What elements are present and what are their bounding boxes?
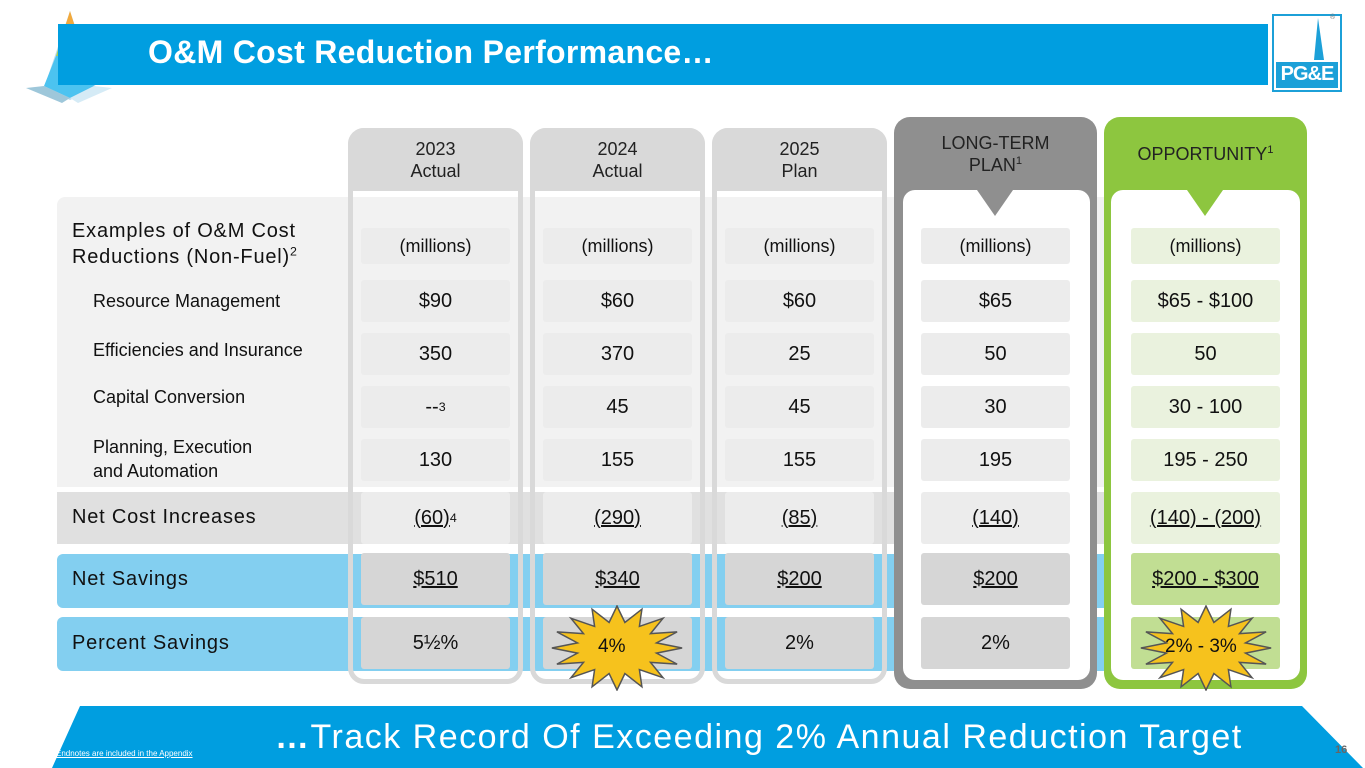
label-planning-line2: and Automation (93, 461, 219, 481)
cell-2023-capital: -- 3 (361, 386, 510, 428)
cell-2025-efficiencies: 25 (725, 333, 874, 375)
long-term-pointer-icon (977, 190, 1013, 216)
cell-2025-net-cost: (85) (725, 492, 874, 544)
logo-mark-icon (1276, 18, 1338, 88)
long-term-header: LONG-TERM PLAN1 (894, 117, 1097, 190)
cell-opportunity-efficiencies: 50 (1131, 333, 1280, 375)
cell-2024-units: (millions) (543, 228, 692, 264)
examples-label-line1: Examples of O&M Cost (72, 220, 296, 242)
cell-2024-net-cost: (290) (543, 492, 692, 544)
opportunity-header: OPPORTUNITY1 (1104, 117, 1307, 190)
opportunity-pointer-icon (1187, 190, 1223, 216)
long-term-footnote: 1 (1015, 154, 1023, 167)
label-planning: Planning, Execution and Automation (93, 435, 252, 483)
label-efficiencies-insurance: Efficiencies and Insurance (93, 340, 303, 360)
cell-longterm-efficiencies: 50 (921, 333, 1070, 375)
cell-opportunity-net-savings: $200 - $300 (1131, 553, 1280, 605)
label-capital-conversion: Capital Conversion (93, 387, 246, 407)
label-planning-line1: Planning, Execution (93, 437, 253, 457)
cell-2024-resource: $60 (543, 280, 692, 322)
cell-2024-efficiencies: 370 (543, 333, 692, 375)
cell-2024-net-savings: $340 (543, 553, 692, 605)
registered-mark: ® (1330, 14, 1336, 21)
cell-2023-efficiencies: 350 (361, 333, 510, 375)
cell-2024-capital: 45 (543, 386, 692, 428)
cell-opportunity-planning: 195 - 250 (1131, 439, 1280, 481)
footer-ellipsis: … (275, 718, 311, 756)
opportunity-footnote: 1 (1267, 143, 1274, 156)
examples-label: Examples of O&M Cost Reductions (Non-Fue… (72, 218, 298, 270)
label-net-savings: Net Savings (72, 568, 189, 590)
cell-opportunity-units: (millions) (1131, 228, 1280, 264)
column-2025-header-line2: Plan (781, 160, 818, 181)
column-2024-header-line1: 2024 (597, 138, 638, 159)
cell-longterm-net-cost: (140) (921, 492, 1070, 544)
long-term-header-line1: LONG-TERM (941, 132, 1050, 153)
column-2023-header-line2: Actual (410, 160, 461, 181)
cell-2025-units: (millions) (725, 228, 874, 264)
logo-text: PG&E (1280, 63, 1335, 85)
cell-longterm-net-savings: $200 (921, 553, 1070, 605)
cell-2023-resource: $90 (361, 280, 510, 322)
label-net-cost-increases: Net Cost Increases (72, 506, 257, 528)
footer-tagline-text: Track Record Of Exceeding 2% Annual Redu… (310, 718, 1243, 756)
cell-2024-planning: 155 (543, 439, 692, 481)
cell-2025-net-savings: $200 (725, 553, 874, 605)
endnotes-link[interactable]: Endnotes are included in the Appendix (56, 749, 193, 758)
cell-2023-capital-value: -- (425, 395, 439, 418)
label-resource-management: Resource Management (93, 291, 281, 311)
label-percent-savings: Percent Savings (72, 632, 230, 654)
column-2023-header-line1: 2023 (415, 138, 456, 159)
starburst-2024-icon (551, 605, 683, 691)
cell-longterm-capital: 30 (921, 386, 1070, 428)
column-2024-header-line2: Actual (592, 160, 643, 181)
cell-2023-net-cost: (60) 4 (361, 492, 510, 544)
cell-opportunity-percent: 2% - 3% (1165, 636, 1237, 657)
column-2023-header: 2023 Actual (348, 128, 523, 191)
cell-2023-net-savings: $510 (361, 553, 510, 605)
cell-2023-percent: 5½% (361, 617, 510, 669)
footer-banner (52, 706, 1363, 768)
footer-tagline: …Track Record Of Exceeding 2% Annual Red… (275, 718, 1243, 757)
cell-longterm-percent: 2% (921, 617, 1070, 669)
cell-2025-planning: 155 (725, 439, 874, 481)
long-term-header-line2: PLAN (968, 154, 1016, 175)
cell-opportunity-resource: $65 - $100 (1131, 280, 1280, 322)
column-2024-header: 2024 Actual (530, 128, 705, 191)
cell-longterm-units: (millions) (921, 228, 1070, 264)
cell-2024-percent: 4% (598, 636, 626, 657)
opportunity-header-text: OPPORTUNITY (1137, 143, 1268, 164)
cell-longterm-planning: 195 (921, 439, 1070, 481)
cell-opportunity-capital: 30 - 100 (1131, 386, 1280, 428)
cell-2025-capital: 45 (725, 386, 874, 428)
cell-2023-units: (millions) (361, 228, 510, 264)
cell-2025-resource: $60 (725, 280, 874, 322)
pge-logo: PG&E ® (1272, 14, 1342, 92)
column-2025-header: 2025 Plan (712, 128, 887, 191)
cell-longterm-resource: $65 (921, 280, 1070, 322)
cell-2023-net-cost-value: (60) (414, 506, 450, 529)
page-number: 16 (1335, 744, 1348, 756)
cell-opportunity-net-cost: (140) - (200) (1131, 492, 1280, 544)
title-bar (58, 24, 1268, 85)
page-title: O&M Cost Reduction Performance… (148, 34, 714, 70)
examples-footnote: 2 (290, 244, 298, 259)
cell-2025-percent: 2% (725, 617, 874, 669)
examples-label-line2: Reductions (Non-Fuel) (72, 246, 290, 268)
column-2025-header-line1: 2025 (779, 138, 820, 159)
cell-2023-planning: 130 (361, 439, 510, 481)
starburst-opportunity-icon (1140, 605, 1272, 691)
